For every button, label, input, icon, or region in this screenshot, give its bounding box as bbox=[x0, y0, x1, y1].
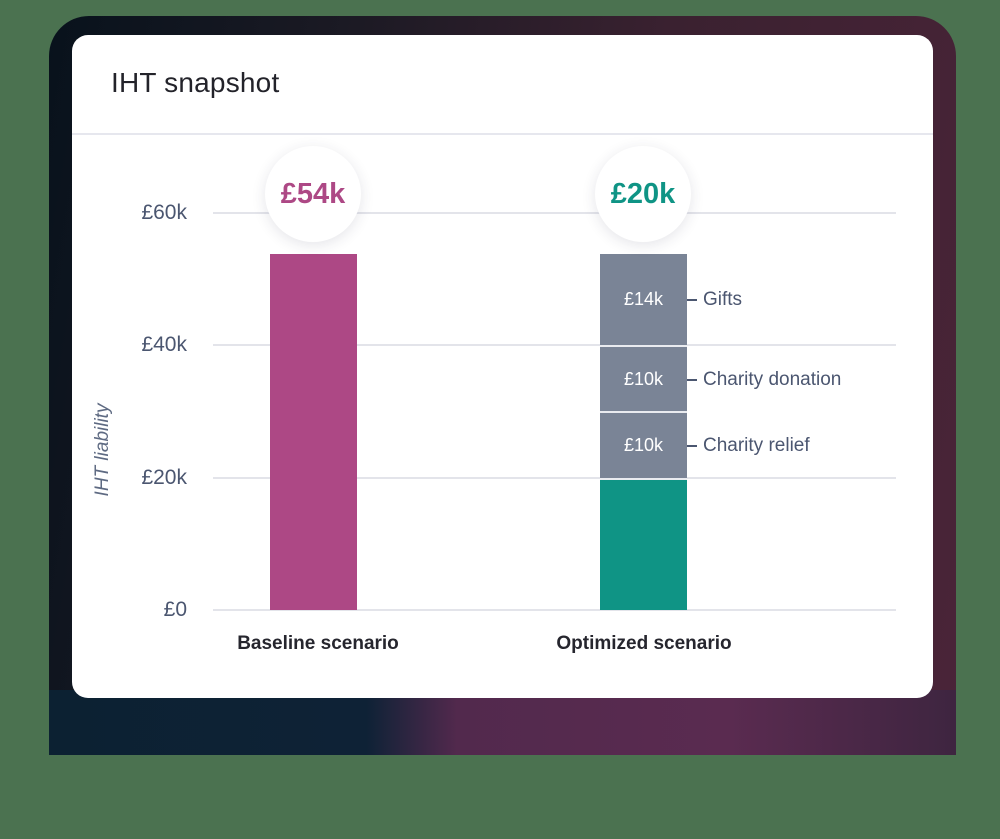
segment-charity-relief[interactable]: £10k bbox=[600, 413, 687, 478]
x-category-optimized: Optimized scenario bbox=[556, 633, 732, 654]
ytick-20k: £20k bbox=[141, 466, 187, 489]
segment-baseline-liability[interactable] bbox=[270, 254, 357, 610]
gridline-20k bbox=[213, 477, 896, 479]
segment-value-charity-donation: £10k bbox=[623, 368, 664, 389]
segment-gifts[interactable]: £14k bbox=[600, 254, 687, 345]
segment-separator bbox=[600, 411, 687, 413]
segment-value-gifts: £14k bbox=[623, 289, 664, 309]
card-title: IHT snapshot bbox=[111, 67, 280, 98]
annotation-charity-donation: Charity donation bbox=[687, 368, 841, 392]
backdrop-shadow bbox=[49, 690, 956, 755]
segment-value-charity-relief: £10k bbox=[623, 435, 664, 455]
annotation-label: Charity donation bbox=[703, 369, 842, 390]
annotation-label: Charity relief bbox=[703, 435, 810, 456]
total-bubble-optimized: £20k bbox=[595, 146, 691, 242]
annotation-label: Gifts bbox=[703, 289, 743, 310]
leader-line bbox=[687, 445, 697, 447]
ytick-60k: £60k bbox=[141, 201, 187, 224]
total-bubble-baseline: £54k bbox=[265, 146, 361, 242]
segment-separator bbox=[600, 345, 687, 347]
segment-charity-donation[interactable]: £10k bbox=[600, 347, 687, 411]
leader-line bbox=[687, 299, 697, 301]
gridline-60k bbox=[213, 212, 896, 214]
bar-optimized[interactable]: £14k £10k £10k bbox=[600, 254, 687, 610]
gridline-0 bbox=[213, 609, 896, 611]
bar-baseline[interactable] bbox=[270, 254, 357, 610]
iht-snapshot-card: IHT snapshot bbox=[72, 35, 933, 698]
ytick-0: £0 bbox=[163, 598, 187, 621]
header-divider bbox=[72, 133, 933, 135]
annotation-gifts: Gifts bbox=[687, 288, 742, 312]
gridline-40k bbox=[213, 344, 896, 346]
annotation-charity-relief: Charity relief bbox=[687, 434, 810, 458]
leader-line bbox=[687, 379, 697, 381]
segment-optimized-liability[interactable] bbox=[600, 480, 687, 610]
ytick-40k: £40k bbox=[141, 333, 187, 356]
y-axis-label: IHT liability bbox=[92, 403, 113, 497]
segment-separator bbox=[600, 478, 687, 480]
x-category-baseline: Baseline scenario bbox=[237, 633, 399, 654]
